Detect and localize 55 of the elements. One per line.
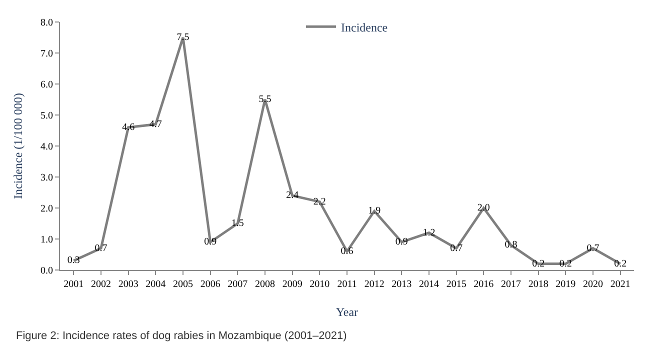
x-tick-label: 2011 (337, 279, 357, 290)
data-label: 0.9 (395, 236, 408, 248)
legend-label: Incidence (341, 20, 388, 34)
data-label: 5.5 (258, 94, 272, 105)
data-label: 0.8 (504, 240, 518, 251)
y-tick-label: 5.0 (40, 110, 53, 122)
x-tick-label: 2001 (64, 279, 84, 290)
x-tick-label: 2010 (310, 279, 330, 290)
y-tick-label: 0.0 (40, 266, 53, 276)
data-label: 0.3 (67, 255, 80, 266)
x-tick-label: 2004 (146, 279, 166, 290)
data-label: 4.7 (149, 118, 162, 130)
x-tick-label: 2021 (610, 279, 630, 290)
y-tick-label: 8.0 (40, 18, 53, 28)
data-label: 1.2 (422, 227, 436, 238)
y-tick-label: 1.0 (40, 234, 53, 246)
data-label: 0.7 (586, 242, 600, 254)
data-label: 0.9 (204, 236, 217, 248)
x-tick-label: 2018 (528, 279, 548, 290)
y-axis-title: Incidence (1/100 000) (10, 93, 25, 199)
y-tick-label: 3.0 (40, 172, 53, 184)
x-tick-label: 2020 (583, 279, 603, 290)
data-label: 0.6 (340, 246, 354, 257)
y-tick-label: 4.0 (40, 142, 53, 152)
x-tick-label: 2009 (282, 279, 302, 290)
x-tick-label: 2016 (474, 279, 494, 290)
y-tick-label: 6.0 (40, 80, 53, 90)
x-tick-label: 2003 (118, 279, 138, 290)
data-label: 0.2 (532, 258, 545, 270)
x-tick-label: 2005 (173, 279, 193, 290)
x-tick-label: 2015 (446, 279, 466, 290)
x-tick-label: 2007 (228, 279, 248, 290)
x-tick-label: 2006 (200, 279, 220, 290)
x-tick-label: 2008 (255, 279, 275, 290)
data-label: 2.0 (477, 202, 490, 214)
data-label: 0.2 (614, 258, 627, 270)
x-tick-label: 2012 (364, 279, 384, 290)
data-label: 2.4 (286, 190, 299, 202)
data-label: 4.6 (122, 122, 135, 133)
data-label: 0.2 (559, 258, 572, 270)
y-tick-label: 7.0 (40, 48, 53, 60)
caption: Figure 2: Incidence rates of dog rabies in Mozambique (2001–2021) (16, 330, 347, 342)
data-label: 0.7 (450, 242, 463, 254)
x-tick-label: 2002 (91, 279, 111, 290)
x-tick-label: 2014 (419, 279, 439, 290)
x-tick-label: 2019 (556, 279, 576, 290)
data-label: 1.9 (368, 206, 381, 217)
y-tick-label: 2.0 (40, 204, 53, 214)
x-axis-title: Year (336, 304, 358, 319)
data-label: 7.5 (176, 32, 190, 43)
data-label: 1.5 (231, 218, 244, 229)
data-label: 2.2 (313, 196, 326, 208)
data-label: 0.7 (94, 242, 108, 254)
x-tick-label: 2013 (392, 279, 412, 290)
x-tick-label: 2017 (501, 279, 521, 290)
